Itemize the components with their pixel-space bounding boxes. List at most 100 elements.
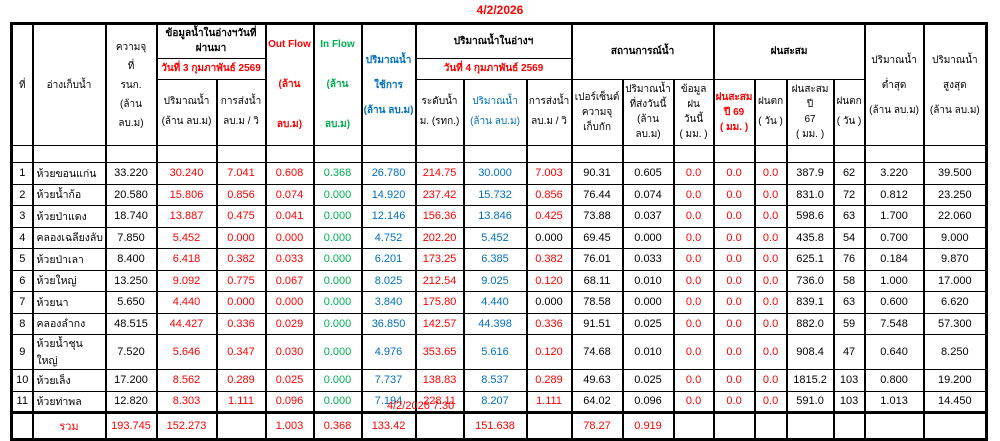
reservoir-name: ห้วยท่าพล: [31, 390, 107, 413]
cell-rain_days_y67: 103: [832, 390, 866, 413]
reservoir-name: ห้วยใหญ่: [31, 269, 107, 292]
report-timestamp: 4/2/2026 7:30: [387, 400, 455, 412]
cell-capacity_rnk: 7.520: [104, 334, 158, 370]
reservoir-name: ห้วยขอนแก่น: [31, 162, 107, 185]
cell-volume_feb4: 9.025: [462, 269, 528, 292]
cell-rain_accum_y69: 0.0: [712, 226, 756, 249]
total-volume_feb4: 151.638: [462, 411, 528, 440]
total-usable_volume: 133.42: [360, 411, 417, 440]
cell-usable_volume: 4.752: [360, 226, 417, 249]
cell-volume_feb3: 4.440: [155, 291, 218, 314]
cell-rain_days_y67: 59: [832, 312, 866, 335]
table-body: 1 ห้วยขอนแก่น 33.220 30.240 7.041 0.608 0.368 2…: [10, 145, 988, 440]
cell-discharge_feb3: 0.000: [215, 291, 267, 314]
cell-sent_today: 0.025: [621, 369, 675, 392]
cell-rain_accum_y69: 0.0: [712, 312, 756, 335]
cell-discharge_feb3: 0.475: [215, 205, 267, 228]
cell-rain_accum_y67: 625.1: [785, 248, 835, 271]
cell-rain_days_y67: 72: [832, 183, 866, 206]
spacer-cell: [264, 145, 315, 163]
cell-in_flow: 0.000: [312, 205, 363, 228]
cell-rain_days_y67: 63: [832, 205, 866, 228]
cell-volume_max: 39.500: [922, 162, 988, 185]
cell-rain_today: 0.0: [672, 269, 715, 292]
cell-volume_max: 9.000: [922, 226, 988, 249]
cell-out_flow: 0.029: [264, 312, 315, 335]
cell-discharge_feb4: 0.289: [525, 369, 573, 392]
header-rain-accum-69: ฝนสะสม ปี 69 ( มม. ): [712, 78, 756, 147]
cell-discharge_feb4: 0.336: [525, 312, 573, 335]
cell-rain_days_y67: 103: [832, 369, 866, 392]
spacer-cell: [922, 145, 988, 163]
cell-discharge_feb4: 0.856: [525, 183, 573, 206]
cell-usable_volume: 4.976: [360, 334, 417, 370]
row-number: 5: [10, 248, 34, 271]
cell-usable_volume: 14.920: [360, 183, 417, 206]
total-discharge_feb4: [525, 411, 573, 440]
cell-volume_feb3: 13.887: [155, 205, 218, 228]
cell-sent_today: 0.037: [621, 205, 675, 228]
cell-percent_capacity: 76.44: [570, 183, 624, 206]
cell-volume_min: 7.548: [863, 312, 925, 335]
cell-volume_feb4: 6.385: [462, 248, 528, 271]
cell-volume_feb3: 15.806: [155, 183, 218, 206]
spacer-cell: [10, 145, 34, 163]
reservoir-row: 7 ห้วยนา 5.650 4.440 0.000 0.000 0.000 3.840 175…: [10, 291, 988, 314]
cell-rain_accum_y69: 0.0: [712, 269, 756, 292]
spacer-cell: [712, 145, 756, 163]
cell-rain_accum_y67: 1815.2: [785, 369, 835, 392]
cell-rain_days_y69: 0.0: [753, 369, 788, 392]
cell-discharge_feb3: 0.382: [215, 248, 267, 271]
cell-water_level_feb4: 173.25: [414, 248, 465, 271]
cell-rain_days_y69: 0.0: [753, 269, 788, 292]
cell-volume_min: 0.700: [863, 226, 925, 249]
header-reservoir: อ่างเก็บน้ำ: [31, 23, 107, 146]
cell-volume_max: 57.300: [922, 312, 988, 335]
cell-volume_min: 0.800: [863, 369, 925, 392]
cell-percent_capacity: 64.02: [570, 390, 624, 413]
row-number: 3: [10, 205, 34, 228]
spacer-cell: [31, 145, 107, 163]
cell-rain_accum_y67: 387.9: [785, 162, 835, 185]
cell-volume_min: 0.812: [863, 183, 925, 206]
total-row-number: [10, 411, 34, 440]
cell-volume_feb4: 15.732: [462, 183, 528, 206]
reservoir-name: ห้วยเล็ง: [31, 369, 107, 392]
cell-out_flow: 0.033: [264, 248, 315, 271]
cell-usable_volume: 12.146: [360, 205, 417, 228]
cell-usable_volume: 36.850: [360, 312, 417, 335]
cell-discharge_feb3: 7.041: [215, 162, 267, 185]
reservoir-row: 2 ห้วยน้ำก้อ 20.580 15.806 0.856 0.074 0.000 14…: [10, 183, 988, 206]
cell-volume_feb4: 5.616: [462, 334, 528, 370]
cell-sent_today: 0.605: [621, 162, 675, 185]
header-row-number: ที่: [10, 23, 34, 146]
cell-water_level_feb4: 156.36: [414, 205, 465, 228]
cell-water_level_feb4: 214.75: [414, 162, 465, 185]
spacer-cell: [215, 145, 267, 163]
cell-capacity_rnk: 18.740: [104, 205, 158, 228]
cell-percent_capacity: 68.11: [570, 269, 624, 292]
report-date-title: 4/2/2026: [476, 3, 524, 17]
total-in_flow: 0.368: [312, 411, 363, 440]
total-rain_days_y67: [832, 411, 866, 440]
header-group-today: ปริมาณน้ำในอ่างฯ: [414, 23, 573, 59]
header-rain-accum-67: ฝนสะสม ปี 67 ( มม. ): [785, 78, 835, 147]
cell-rain_days_y69: 0.0: [753, 312, 788, 335]
total-volume_min: [863, 411, 925, 440]
total-capacity_rnk: 193.745: [104, 411, 158, 440]
cell-water_level_feb4: 353.65: [414, 334, 465, 370]
cell-volume_min: 0.184: [863, 248, 925, 271]
cell-volume_feb3: 9.092: [155, 269, 218, 292]
cell-volume_feb3: 5.646: [155, 334, 218, 370]
cell-rain_accum_y67: 736.0: [785, 269, 835, 292]
reservoir-row: 9 ห้วยน้ำชุนใหญ่ 7.520 5.646 0.347 0.030 0.000…: [10, 334, 988, 370]
reservoir-row: 6 ห้วยใหญ่ 13.250 9.092 0.775 0.067 0.000 8.025…: [10, 269, 988, 292]
cell-percent_capacity: 74.68: [570, 334, 624, 370]
cell-rain_accum_y67: 591.0: [785, 390, 835, 413]
cell-volume_max: 23.250: [922, 183, 988, 206]
header-discharge-feb3: การส่งน้ำ ลบ.ม / วิ: [215, 78, 267, 147]
header-volume-max: ปริมาณน้ำ สูงสุด (ล้าน ลบ.ม): [922, 23, 988, 146]
total-volume_max: [922, 411, 988, 440]
cell-rain_today: 0.0: [672, 162, 715, 185]
cell-volume_feb3: 6.418: [155, 248, 218, 271]
